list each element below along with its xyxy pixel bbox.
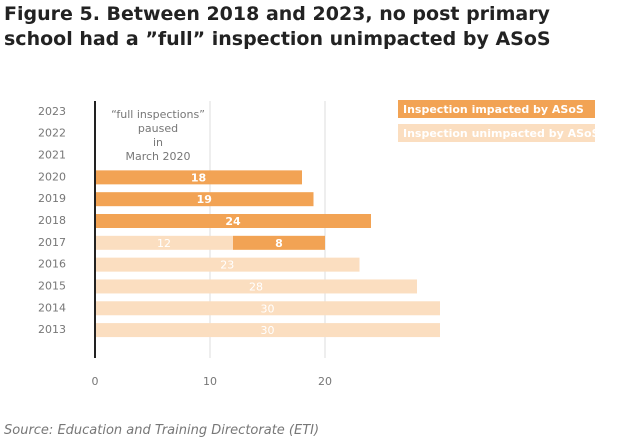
data-label: 28 (249, 280, 263, 293)
legend-label: Inspection unimpacted by ASoS (403, 127, 600, 140)
annotation: March 2020 (125, 150, 190, 163)
y-tick-label: 2022 (38, 127, 66, 140)
data-label: 12 (157, 237, 171, 250)
y-tick-label: 2019 (38, 192, 66, 205)
source: Source: Education and Training Directora… (4, 423, 320, 438)
data-label: 23 (220, 259, 234, 272)
chart: 0 10 20 2023 2022 2021 2020 18 2019 19 2018 24 2017 1… (38, 100, 600, 388)
bar (95, 279, 417, 294)
annotation: “full inspections” (111, 108, 205, 121)
legend-label: Inspection impacted by ASoS (403, 103, 584, 116)
bar (95, 257, 360, 272)
bar (95, 301, 440, 316)
x-tick-label: 10 (203, 375, 217, 388)
y-tick-label: 2013 (38, 323, 66, 336)
chart-title: Figure 5. Between 2018 and 2023, no post… (4, 3, 551, 50)
y-tick-label: 2014 (38, 301, 66, 314)
y-tick-label: 2020 (38, 170, 66, 183)
data-label: 24 (225, 215, 241, 228)
data-label: 18 (191, 171, 206, 184)
y-tick-label: 2015 (38, 279, 66, 292)
x-tick-label: 20 (318, 375, 332, 388)
data-label: 30 (261, 324, 275, 337)
data-label: 30 (261, 302, 275, 315)
annotation: in (153, 136, 163, 149)
annotation: paused (138, 122, 178, 135)
bar (95, 192, 314, 207)
y-tick-label: 2023 (38, 105, 66, 118)
bar (95, 214, 371, 228)
bar (95, 235, 233, 250)
bar (233, 235, 325, 250)
y-tick-label: 2016 (38, 258, 66, 271)
y-tick-label: 2018 (38, 214, 66, 227)
legend-swatch (398, 100, 595, 118)
bar (95, 323, 440, 338)
data-label: 8 (275, 237, 283, 250)
x-tick-label: 0 (92, 375, 99, 388)
legend-swatch (398, 124, 595, 142)
bar (95, 170, 302, 185)
y-tick-label: 2017 (38, 236, 66, 249)
y-tick-label: 2021 (38, 149, 66, 162)
data-label: 19 (197, 193, 212, 206)
